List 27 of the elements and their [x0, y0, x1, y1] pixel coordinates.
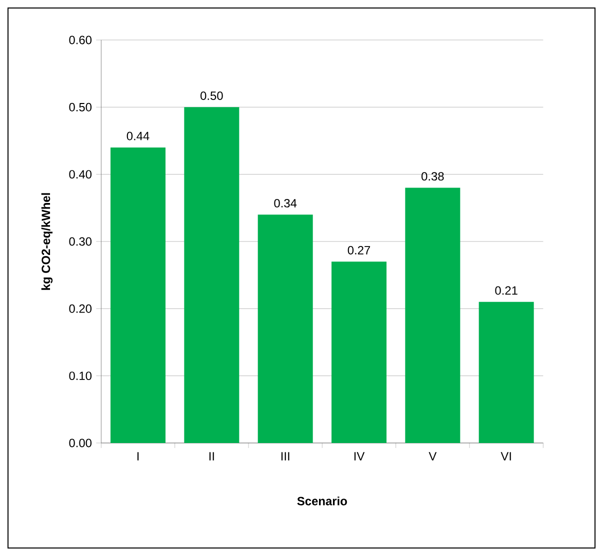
- y-tick-label: 0.30: [69, 237, 92, 246]
- data-label: 0.34: [274, 198, 297, 208]
- bar: [110, 147, 166, 443]
- x-tick-label: VI: [500, 452, 511, 460]
- bar: [258, 214, 313, 443]
- x-tick-label: I: [137, 452, 139, 460]
- x-axis-title: Scenario: [297, 496, 347, 506]
- x-tick-label: III: [281, 452, 290, 460]
- x-tick-label: V: [428, 452, 437, 460]
- bar: [332, 262, 387, 443]
- y-tick-label: 0.50: [69, 102, 92, 112]
- y-tick-label: 0.00: [69, 438, 92, 448]
- data-label: 0.27: [348, 246, 370, 254]
- data-label: 0.50: [200, 92, 223, 100]
- y-tick-label: 0.10: [69, 372, 92, 380]
- data-label: 0.44: [126, 132, 150, 140]
- y-axis-title: kg CO2-eq/kWhel: [41, 193, 53, 290]
- y-tick-label: 0.60: [69, 36, 92, 44]
- x-tick-label: II: [209, 452, 214, 460]
- y-tick-label: 0.40: [69, 170, 92, 179]
- bar: [184, 107, 240, 443]
- x-tick-label: IV: [354, 452, 365, 460]
- bar: [478, 302, 534, 443]
- data-label: 0.38: [422, 172, 444, 181]
- bar: [405, 188, 460, 443]
- y-tick-label: 0.20: [69, 304, 92, 313]
- data-label: 0.21: [495, 286, 518, 295]
